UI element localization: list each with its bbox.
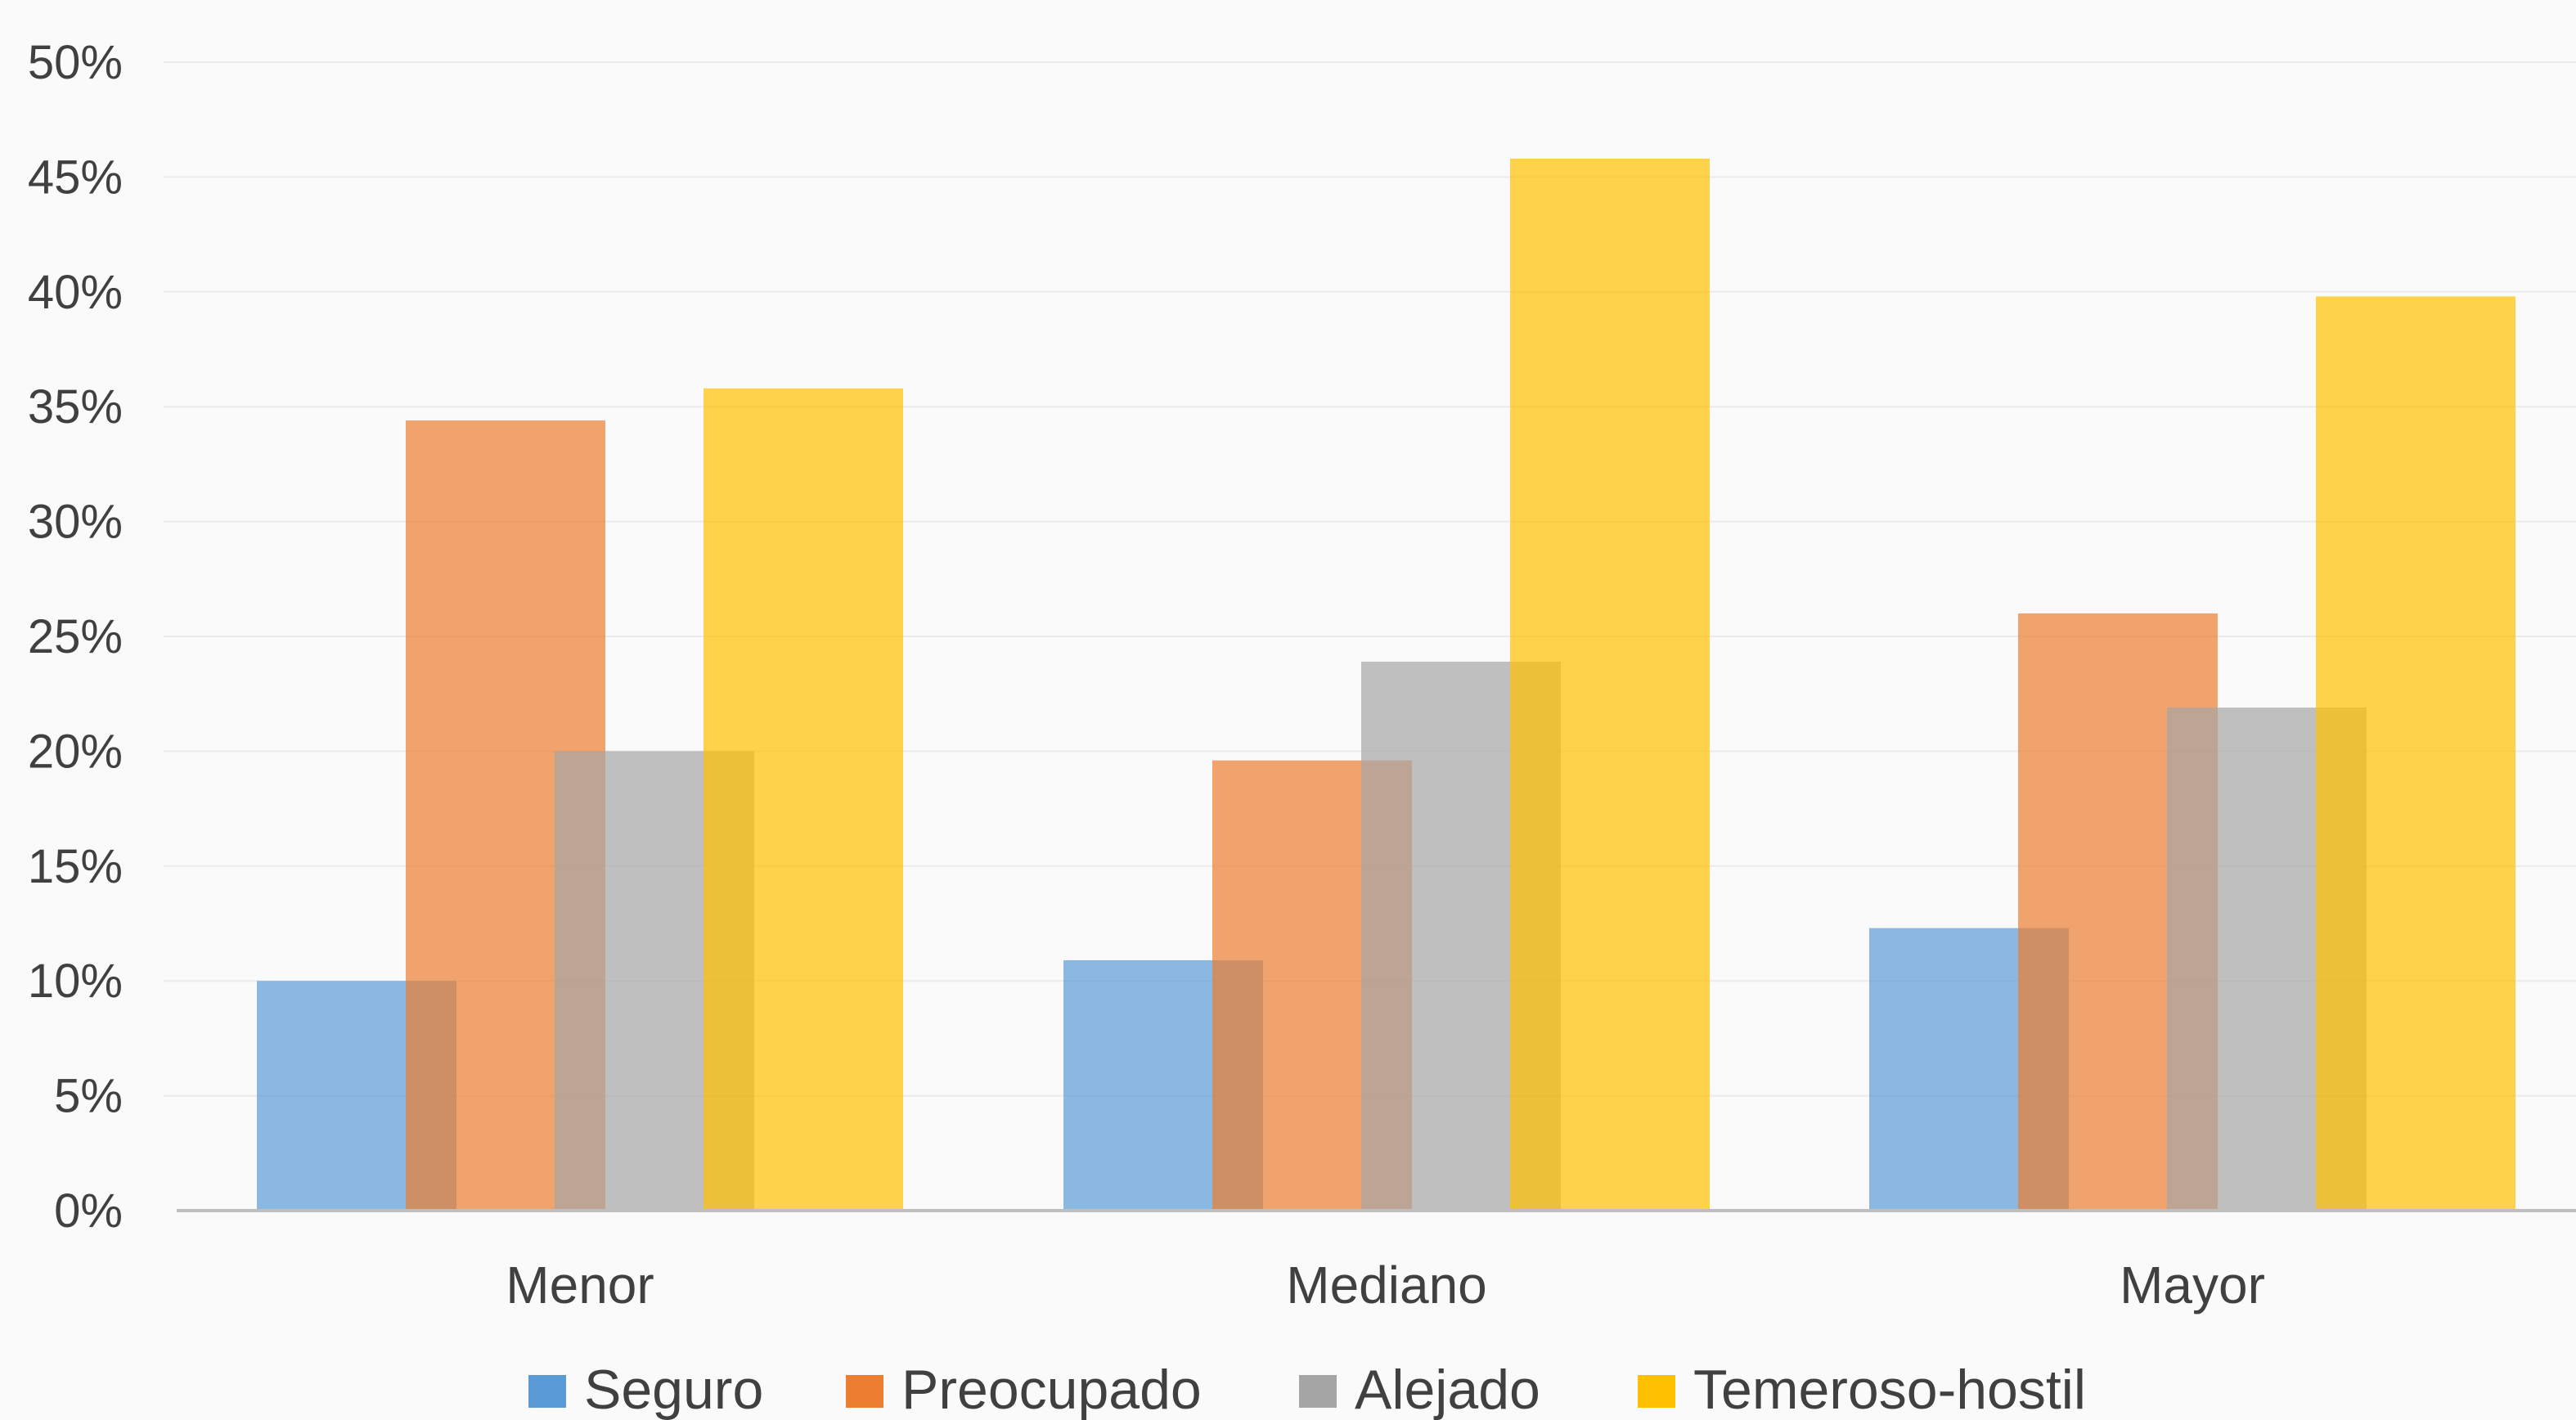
legend-swatch-temeroso-hostil — [1638, 1375, 1675, 1408]
y-tick-label: 50% — [28, 36, 123, 89]
legend-swatch-seguro — [528, 1375, 566, 1408]
bar-temeroso-hostil-mayor — [2316, 296, 2515, 1211]
y-tick-label: 0% — [54, 1184, 123, 1238]
y-tick-label: 30% — [28, 496, 123, 549]
y-tick-label: 10% — [28, 955, 123, 1008]
legend-label: Preocupado — [901, 1359, 1202, 1420]
legend-swatch-alejado — [1299, 1375, 1337, 1408]
x-category-label: Mediano — [1286, 1256, 1487, 1314]
legend-swatch-preocupado — [846, 1375, 883, 1408]
legend-label: Seguro — [584, 1359, 763, 1420]
x-category-label: Menor — [506, 1256, 654, 1314]
legend: Seguro Preocupado Alejado Temeroso-hostil — [528, 1359, 2086, 1420]
y-axis-tick-labels: 0% 5% 10% 15% 20% 25% 30% 35% 40% 45% 50% — [28, 36, 123, 1238]
legend-label: Temeroso-hostil — [1693, 1359, 2086, 1420]
plot-bars — [257, 158, 2515, 1211]
y-tick-label: 25% — [28, 610, 123, 663]
legend-label: Alejado — [1355, 1359, 1540, 1420]
bar-temeroso-hostil-mediano — [1510, 158, 1710, 1211]
bar-temeroso-hostil-menor — [704, 388, 903, 1211]
y-tick-label: 40% — [28, 266, 123, 319]
y-tick-label: 45% — [28, 151, 123, 204]
y-tick-label: 5% — [54, 1070, 123, 1123]
y-tick-label: 20% — [28, 725, 123, 778]
y-tick-label: 15% — [28, 840, 123, 893]
y-tick-label: 35% — [28, 380, 123, 434]
x-axis-category-labels: Menor Mediano Mayor — [506, 1256, 2265, 1314]
x-category-label: Mayor — [2120, 1256, 2265, 1314]
